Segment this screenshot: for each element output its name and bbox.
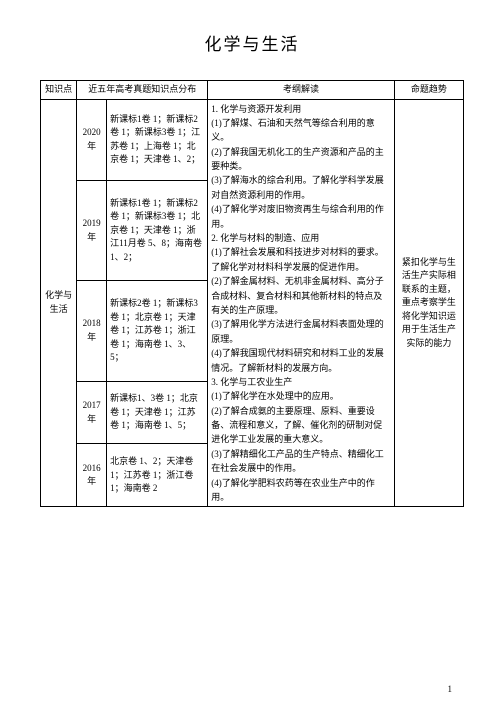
dist-2020: 新课标1卷 1；新课标2卷 1；新课标3卷 1；江苏卷 1；上海卷 1；北京卷 … [107,99,208,181]
year-2017: 2017年 [77,381,107,444]
header-trend: 命题趋势 [394,81,463,100]
year-2018: 2018年 [77,281,107,381]
page-number: 1 [448,684,453,694]
dist-2019: 新课标1卷 1；新课标2卷 1；新课标3卷 1；北京卷 1；天津卷 1；浙江11… [107,181,208,281]
interpretation-cell: 1. 化学与资源开发利用(1)了解煤、石油和天然气等综合利用的意义。(2)了解我… [208,99,394,507]
page-title: 化学与生活 [40,30,464,55]
content-table: 知识点 近五年高考真题知识点分布 考纲解读 命题趋势 化学与生活 2020年 新… [40,80,464,507]
trend-cell: 紧扣化学与生活生产实际相联系的主题，重点考察学生将化学知识运用于生活生产实际的能… [394,99,463,507]
topic-cell: 化学与生活 [41,99,77,507]
dist-2017: 新课标1、3卷 1；北京卷 1；天津卷 1；江苏卷 1；海南卷 1、5； [107,381,208,444]
year-2020: 2020年 [77,99,107,181]
header-topic: 知识点 [41,81,77,100]
dist-2018: 新课标2卷 1；新课标3卷 1；北京卷 1；天津卷 1；江苏卷 1；浙江卷 1；… [107,281,208,381]
header-interpretation: 考纲解读 [208,81,394,100]
year-2016: 2016年 [77,444,107,507]
dist-2016: 北京卷 1、2；天津卷 1；江苏卷 1；浙江卷 1；海南卷 2 [107,444,208,507]
header-distribution: 近五年高考真题知识点分布 [77,81,208,100]
year-2019: 2019年 [77,181,107,281]
